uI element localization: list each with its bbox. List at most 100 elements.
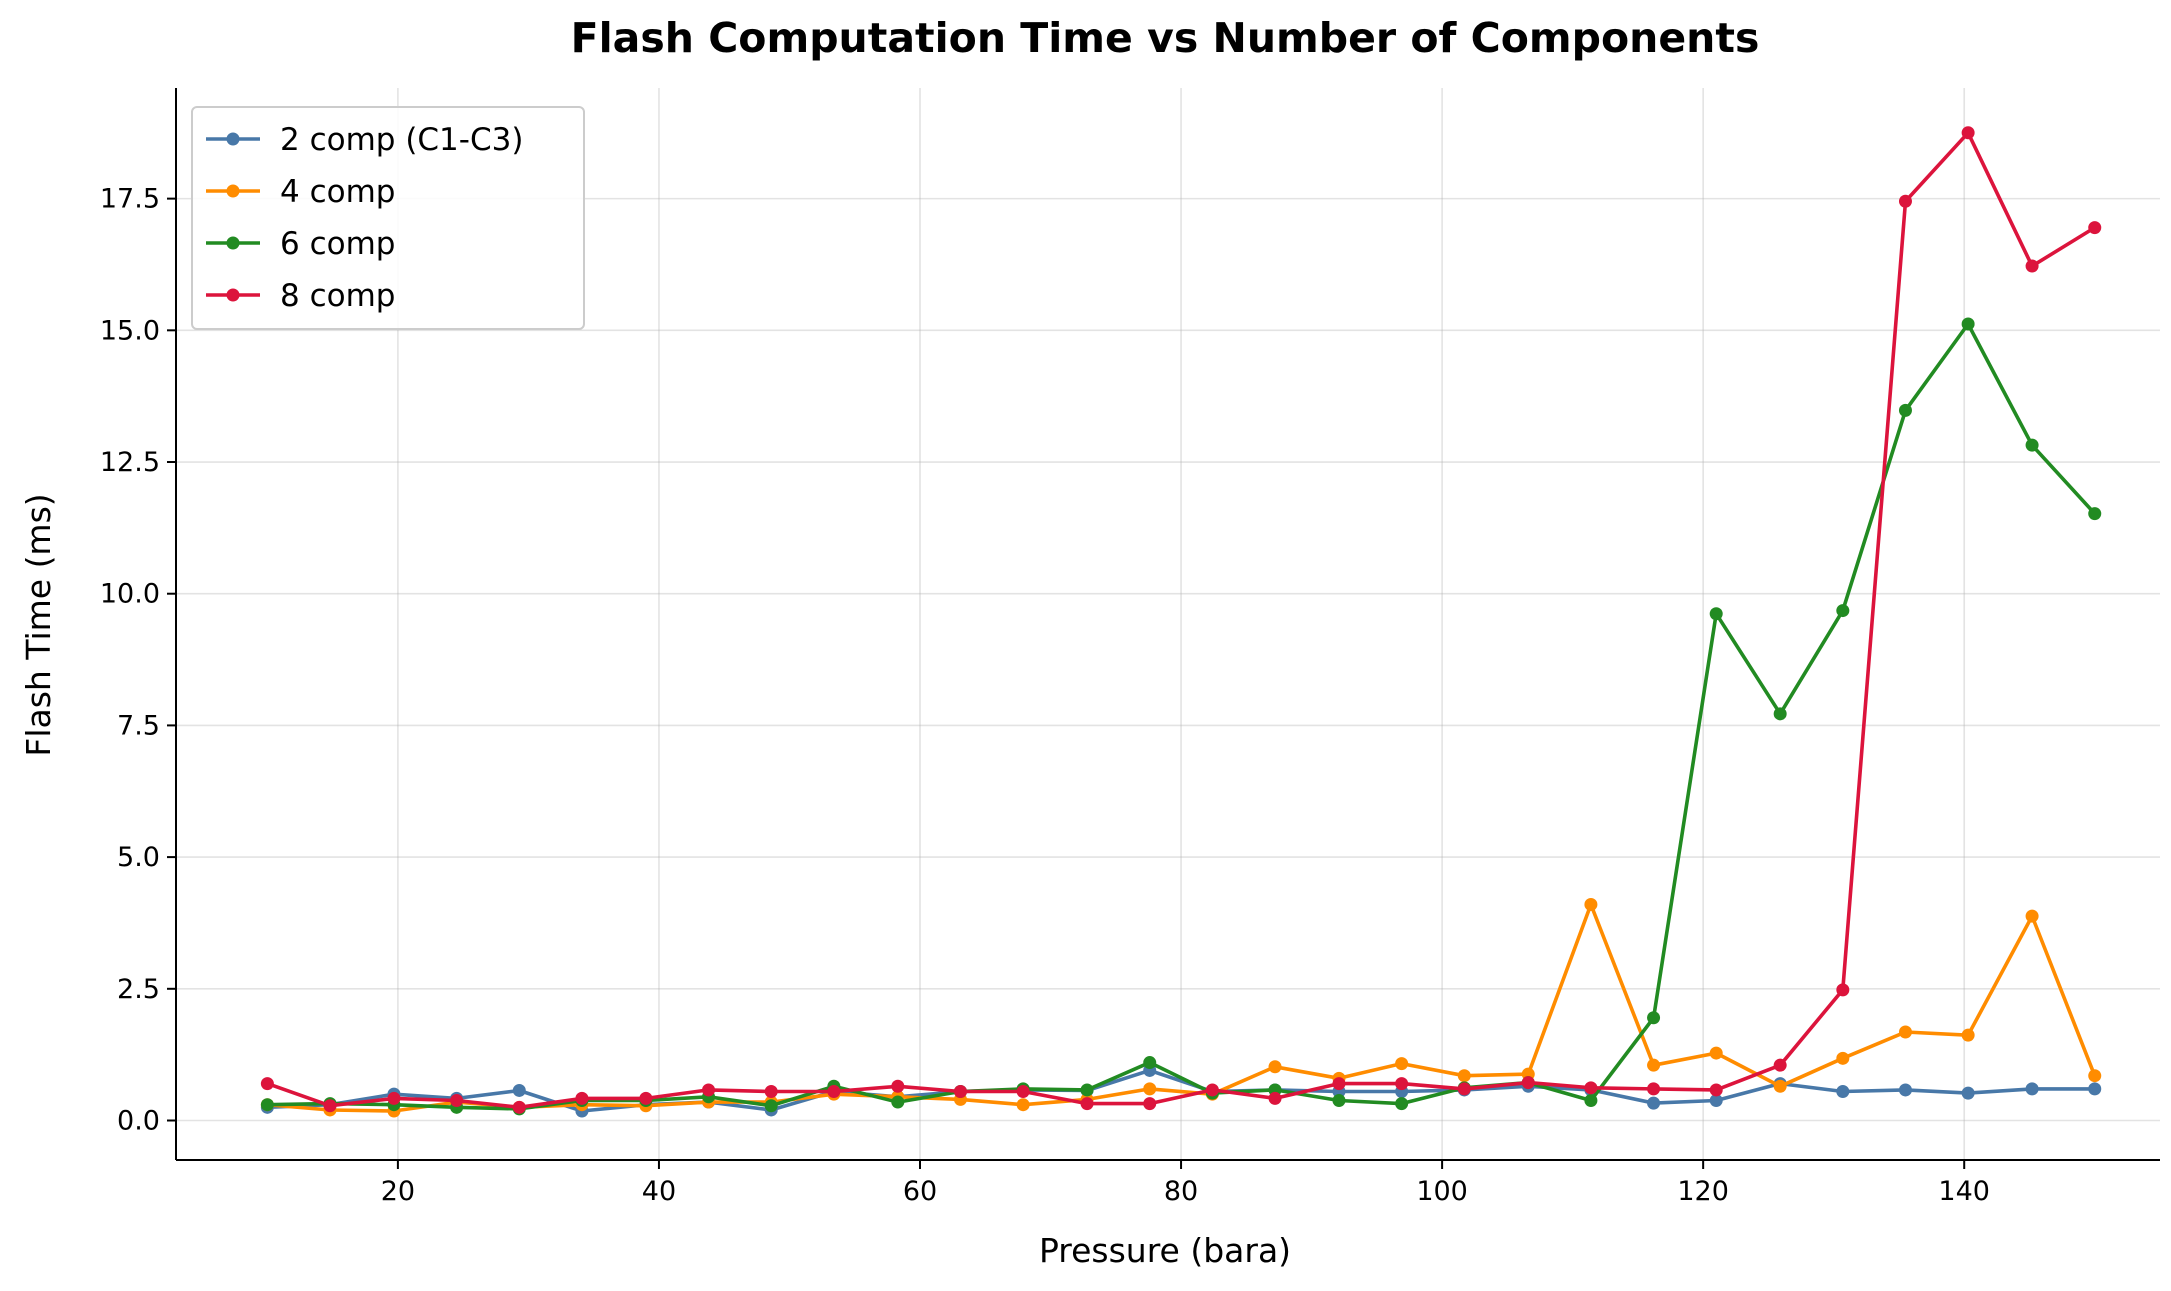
data-point (1584, 1093, 1598, 1107)
data-point (891, 1095, 905, 1109)
x-tick-label: 40 (642, 1176, 676, 1207)
y-axis-label: Flash Time (ms) (19, 493, 58, 756)
data-point (1268, 1091, 1282, 1105)
data-point (450, 1093, 464, 1107)
x-tick-label: 100 (1416, 1176, 1468, 1207)
data-point (1836, 604, 1850, 618)
data-point (1143, 1082, 1157, 1096)
data-point (1898, 194, 1912, 208)
y-tick-label: 12.5 (100, 447, 160, 478)
data-point (1143, 1056, 1157, 1070)
data-point (1080, 1083, 1094, 1097)
data-point (323, 1099, 337, 1113)
data-point (1961, 317, 1975, 331)
series-line (267, 902, 2097, 1113)
data-point (2025, 909, 2039, 923)
series-layer (260, 126, 2102, 1118)
legend-label: 2 comp (C1-C3) (280, 122, 523, 158)
data-point (1709, 1083, 1723, 1097)
data-point (1016, 1085, 1030, 1099)
data-point (891, 1079, 905, 1093)
data-point (1709, 1046, 1723, 1060)
data-point (1521, 1076, 1535, 1090)
y-tick-label: 0.0 (117, 1105, 160, 1136)
data-point (2088, 507, 2102, 521)
data-point (827, 1085, 841, 1099)
data-point (764, 1099, 778, 1113)
data-point (1332, 1077, 1346, 1091)
chart-title: Flash Computation Time vs Number of Comp… (571, 14, 1760, 62)
data-point (260, 1077, 274, 1091)
data-point (1836, 983, 1850, 997)
data-point (2025, 438, 2039, 452)
data-point (1961, 1086, 1975, 1100)
data-point (1647, 1096, 1661, 1110)
data-point (953, 1085, 967, 1099)
y-tick-label: 2.5 (117, 974, 160, 1005)
data-point (387, 1091, 401, 1105)
data-point (1395, 1077, 1409, 1091)
data-point (2025, 259, 2039, 273)
data-point (1836, 1051, 1850, 1065)
data-point (1898, 403, 1912, 417)
data-point (1898, 1083, 1912, 1097)
x-tick-label: 20 (381, 1176, 415, 1207)
data-point (639, 1091, 653, 1105)
data-point (260, 1098, 274, 1112)
data-point (1709, 1093, 1723, 1107)
x-tick-label: 60 (903, 1176, 937, 1207)
data-point (2088, 1069, 2102, 1083)
legend-item: 6 comp (206, 226, 395, 262)
data-point (1457, 1082, 1471, 1096)
data-point (2088, 221, 2102, 235)
x-tick-label: 80 (1164, 1176, 1198, 1207)
data-point (2088, 1082, 2102, 1096)
axes: 20 40 60 80 100 120 140 0.0 2.5 5.0 7.5 10.0 12.5 15.… (100, 88, 2160, 1207)
series-line (267, 322, 2097, 1111)
data-point (764, 1085, 778, 1099)
data-point (1647, 1082, 1661, 1096)
series-4 (260, 126, 2102, 1114)
data-point (1898, 1025, 1912, 1039)
data-point (575, 1091, 589, 1105)
data-point (1773, 707, 1787, 721)
legend-item: 4 comp (206, 174, 395, 210)
data-point (1457, 1069, 1471, 1083)
data-point (1332, 1093, 1346, 1107)
grid (176, 88, 2160, 1160)
legend-box (191, 106, 585, 330)
y-tick-label: 7.5 (117, 710, 160, 741)
legend-label: 6 comp (280, 226, 395, 262)
data-point (1143, 1097, 1157, 1111)
data-point (2025, 1082, 2039, 1096)
y-tick-label: 15.0 (100, 315, 160, 346)
legend-item: 8 comp (206, 278, 395, 314)
legend-swatch-marker (226, 236, 240, 250)
x-tick-label: 140 (1938, 1176, 1990, 1207)
data-point (1647, 1058, 1661, 1072)
data-point (1205, 1083, 1219, 1097)
legend-swatch-marker (226, 132, 240, 146)
legend: 2 comp (C1-C3) 4 comp 6 comp 8 comp (191, 106, 585, 330)
data-point (512, 1100, 526, 1114)
y-tick-label: 17.5 (100, 184, 160, 215)
series-line (267, 1068, 2095, 1113)
data-point (1961, 1028, 1975, 1042)
data-point (1395, 1097, 1409, 1111)
data-point (1395, 1057, 1409, 1071)
data-point (1016, 1098, 1030, 1112)
series-line (266, 131, 2096, 1110)
legend-swatch-marker (226, 184, 240, 198)
legend-swatch-marker (226, 288, 240, 302)
x-axis-label: Pressure (bara) (1039, 1231, 1291, 1270)
x-tick-label: 120 (1677, 1176, 1729, 1207)
data-point (1584, 1081, 1598, 1095)
data-point (1709, 607, 1723, 621)
data-point (512, 1083, 526, 1097)
data-point (1268, 1060, 1282, 1074)
data-point (1584, 898, 1598, 912)
legend-label: 4 comp (280, 174, 395, 210)
y-tick-label: 10.0 (100, 579, 160, 610)
legend-label: 8 comp (280, 278, 395, 314)
